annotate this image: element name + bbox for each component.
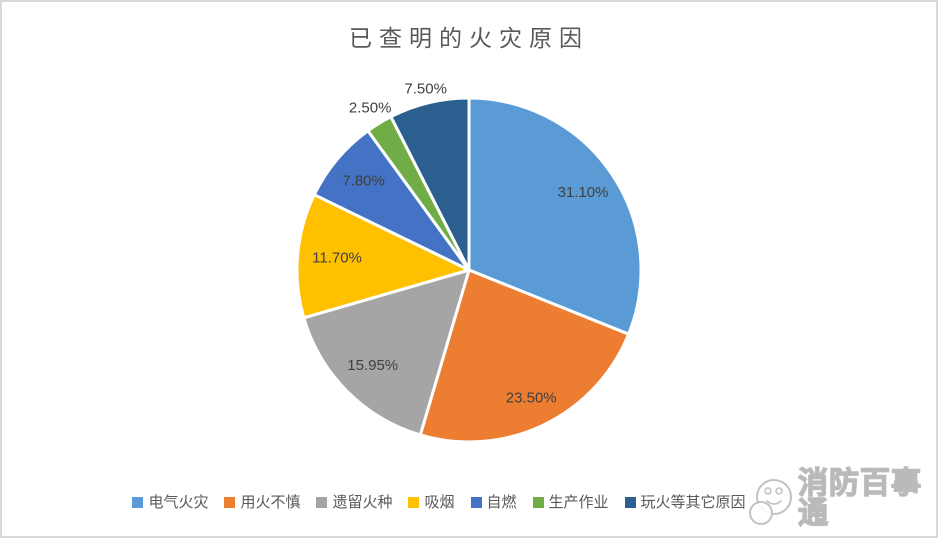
legend-marker [224, 497, 236, 508]
legend-item-2: 用火不慎 [224, 495, 300, 510]
pie-slice-7 [389, 96, 471, 272]
legend-marker [316, 497, 328, 508]
pie-slice-2 [418, 268, 631, 444]
pie-data-label-5: 7.80% [342, 173, 385, 190]
legend-item-3: 遗留火种 [316, 495, 392, 510]
mascot-smiley-icon [749, 479, 792, 525]
legend-item-7: 玩火等其它原因 [624, 494, 746, 511]
pie-data-label-3: 15.95% [347, 357, 398, 374]
chart-legend: 电气火灾 用火不慎 遗留火种 吸烟 自燃 生产作业 玩火等其它原因 [2, 494, 906, 511]
legend-label: 玩火等其它原因 [640, 494, 746, 511]
watermark-text: 消防百事通 [797, 467, 922, 530]
legend-label: 遗留火种 [332, 494, 393, 511]
legend-marker [132, 497, 144, 508]
legend-marker [532, 497, 544, 508]
pie-data-label-1: 31.10% [558, 184, 609, 201]
pie-data-label-6: 2.50% [349, 100, 392, 117]
pie-data-label-7: 7.50% [404, 80, 447, 97]
legend-label: 电气火灾 [148, 494, 209, 511]
chart-title: 已查明的火灾原因 [349, 25, 589, 51]
watermark: 消防百事通 [746, 468, 936, 530]
legend-label: 生产作业 [548, 494, 609, 511]
pie-slice-1 [467, 96, 643, 336]
legend-item-4: 吸烟 [408, 494, 455, 511]
legend-label: 自燃 [486, 494, 517, 511]
pie-slice-3 [302, 268, 471, 437]
legend-item-6: 生产作业 [532, 494, 609, 511]
legend-label: 吸烟 [424, 494, 455, 511]
legend-marker [470, 497, 482, 508]
legend-item-5: 自燃 [470, 494, 517, 511]
pie-slice-4 [295, 193, 471, 320]
legend-item-1: 电气火灾 [132, 495, 208, 510]
legend-marker [408, 497, 420, 508]
pie-data-label-4: 11.70% [312, 250, 362, 267]
pie-data-label-2: 23.50% [506, 389, 557, 406]
legend-marker [624, 497, 636, 508]
legend-label: 用火不慎 [240, 494, 301, 511]
